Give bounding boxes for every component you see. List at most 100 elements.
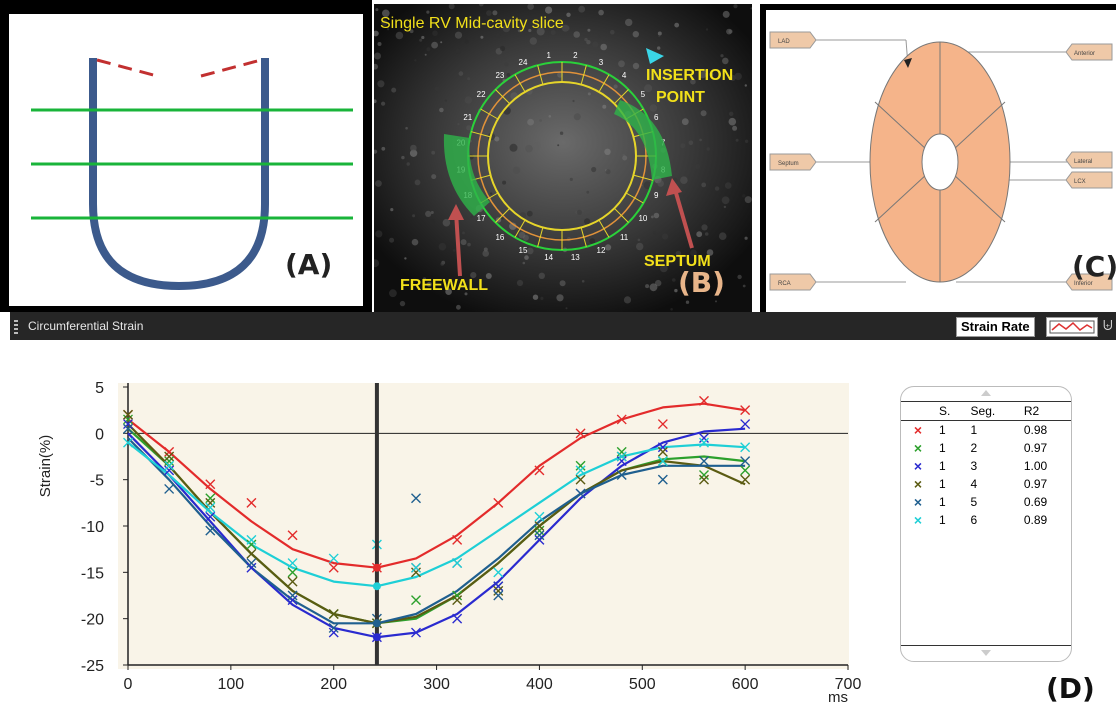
- series-6-point: [164, 460, 175, 471]
- mri-speckle-dot: [404, 257, 407, 260]
- strain-titlebar: Circumferential Strain Strain Rate ⨄: [10, 312, 1116, 340]
- y-tick-label: 0: [95, 426, 104, 443]
- mri-speckle-dot: [464, 96, 473, 104]
- x-axis-label: ms: [828, 689, 848, 706]
- mri-speckle-dot: [584, 218, 591, 225]
- mri-speckle-dot: [565, 307, 568, 310]
- series-3-point: [740, 419, 751, 430]
- series-6-point: [575, 465, 586, 476]
- segment-number: 14: [544, 253, 553, 262]
- segment-spoke: [625, 192, 644, 204]
- mri-speckle-dot: [381, 101, 386, 106]
- legend-r2: 0.89: [1023, 513, 1048, 527]
- mri-speckle-dot: [374, 149, 378, 154]
- mri-speckle-dot: [705, 28, 709, 31]
- series-4-point: [493, 585, 504, 596]
- x-tick-label: 600: [732, 676, 759, 693]
- mri-speckle-dot: [389, 237, 395, 243]
- mri-speckle-dot: [517, 246, 521, 251]
- series-1-point: [205, 479, 216, 490]
- drag-grip-icon[interactable]: [14, 320, 18, 334]
- strain-rate-chart-icon[interactable]: [1046, 317, 1098, 337]
- mri-speckle-dot: [674, 288, 678, 293]
- coronary-tag-box: [1065, 43, 1113, 61]
- mri-texture: [374, 4, 752, 311]
- pin-icon[interactable]: ⨄: [1103, 318, 1113, 332]
- series-1-point: [575, 428, 586, 439]
- segment-number: 1: [546, 51, 551, 60]
- mri-speckle-dot: [744, 196, 752, 204]
- legend-scroll-down-icon[interactable]: [901, 647, 1071, 659]
- series-6-point: [740, 442, 751, 453]
- segment-spoke: [495, 89, 511, 105]
- y-tick-label: -10: [81, 519, 104, 536]
- series-1-point: [246, 497, 257, 508]
- mri-speckle-dot: [502, 180, 507, 185]
- mri-speckle-dot: [405, 126, 408, 130]
- series-3-point: [328, 627, 339, 638]
- mri-speckle-dot: [742, 194, 746, 198]
- mri-speckle-dot: [675, 250, 682, 257]
- mri-speckle-dot: [455, 48, 461, 54]
- series-1-point: [164, 446, 175, 457]
- mri-speckle-dot: [742, 284, 746, 288]
- segment-number: 12: [597, 246, 606, 255]
- series-5-point: [493, 590, 504, 601]
- mri-speckle-dot: [576, 209, 583, 215]
- mri-speckle-dot: [545, 6, 553, 14]
- segment-spoke: [514, 219, 526, 238]
- mri-speckle-dot: [610, 29, 615, 35]
- series-1-point: [699, 395, 709, 406]
- mri-speckle-dot: [470, 215, 473, 218]
- legend-row[interactable]: × 1 1 0.98: [901, 421, 1071, 440]
- mri-speckle-dot: [466, 125, 472, 131]
- legend-scroll-up-icon[interactable]: [901, 387, 1071, 399]
- mri-speckle-dot: [424, 53, 427, 56]
- series-3-point: [287, 595, 298, 606]
- legend-row[interactable]: × 1 2 0.97: [901, 439, 1071, 457]
- septum-arrowhead: [666, 178, 682, 196]
- panel-a-canvas: (A): [9, 14, 363, 306]
- series-1-point: [534, 465, 545, 476]
- mri-speckle-dot: [406, 162, 410, 166]
- ventricle-diagram: [31, 58, 353, 291]
- mri-speckle-dot: [395, 31, 404, 40]
- series-3-cursor-dot: [372, 633, 381, 642]
- mri-speckle-dot: [658, 35, 661, 38]
- series-1-point: [616, 414, 627, 425]
- legend-s: 1: [939, 513, 946, 527]
- mri-speckle-dot: [442, 218, 451, 227]
- legend-s: 1: [939, 477, 946, 491]
- legend-row[interactable]: × 1 4 0.97: [901, 475, 1071, 493]
- mri-speckle-dot: [643, 181, 652, 190]
- x-tick-label: 500: [629, 676, 656, 693]
- mri-speckle-dot: [457, 123, 460, 126]
- mri-speckle-dot: [524, 255, 529, 260]
- mri-speckle-dot: [714, 186, 720, 191]
- segment-number: 4: [622, 71, 627, 80]
- series-5-point: [534, 530, 545, 541]
- freewall-arrow: [454, 211, 462, 277]
- mri-speckle-dot: [391, 87, 397, 93]
- x-tick-label: 0: [124, 676, 133, 693]
- mri-speckle-dot: [649, 283, 658, 292]
- mri-speckle-dot: [598, 9, 604, 16]
- panel-d-label: (D): [1046, 672, 1095, 705]
- mri-speckle-dot: [703, 69, 706, 73]
- series-legend: S. Seg. R2 × 1 1 0.98 × 1 2 0.97 × 1 3 1.00 × 1 4 0.97 ×…: [900, 386, 1072, 662]
- mri-speckle-dot: [426, 47, 431, 52]
- mri-background: [374, 4, 752, 312]
- legend-s: 1: [939, 459, 946, 473]
- mri-speckle-dot: [399, 300, 406, 307]
- series-6-point: [657, 456, 668, 467]
- legend-row[interactable]: × 1 3 1.00: [901, 457, 1071, 475]
- legend-row[interactable]: × 1 5 0.69: [901, 493, 1071, 511]
- panel-c-canvas: LAD Septum RCA Anterior Lateral LCX Inferior (…: [766, 10, 1116, 312]
- legend-row[interactable]: × 1 6 0.89: [901, 511, 1071, 529]
- mri-speckle-dot: [509, 222, 517, 230]
- strain-rate-button[interactable]: Strain Rate: [956, 317, 1035, 337]
- mri-speckle-dot: [467, 242, 471, 247]
- mri-speckle-dot: [700, 110, 707, 117]
- mri-speckle-dot: [644, 84, 653, 93]
- coronary-tag-label: LAD: [778, 39, 790, 45]
